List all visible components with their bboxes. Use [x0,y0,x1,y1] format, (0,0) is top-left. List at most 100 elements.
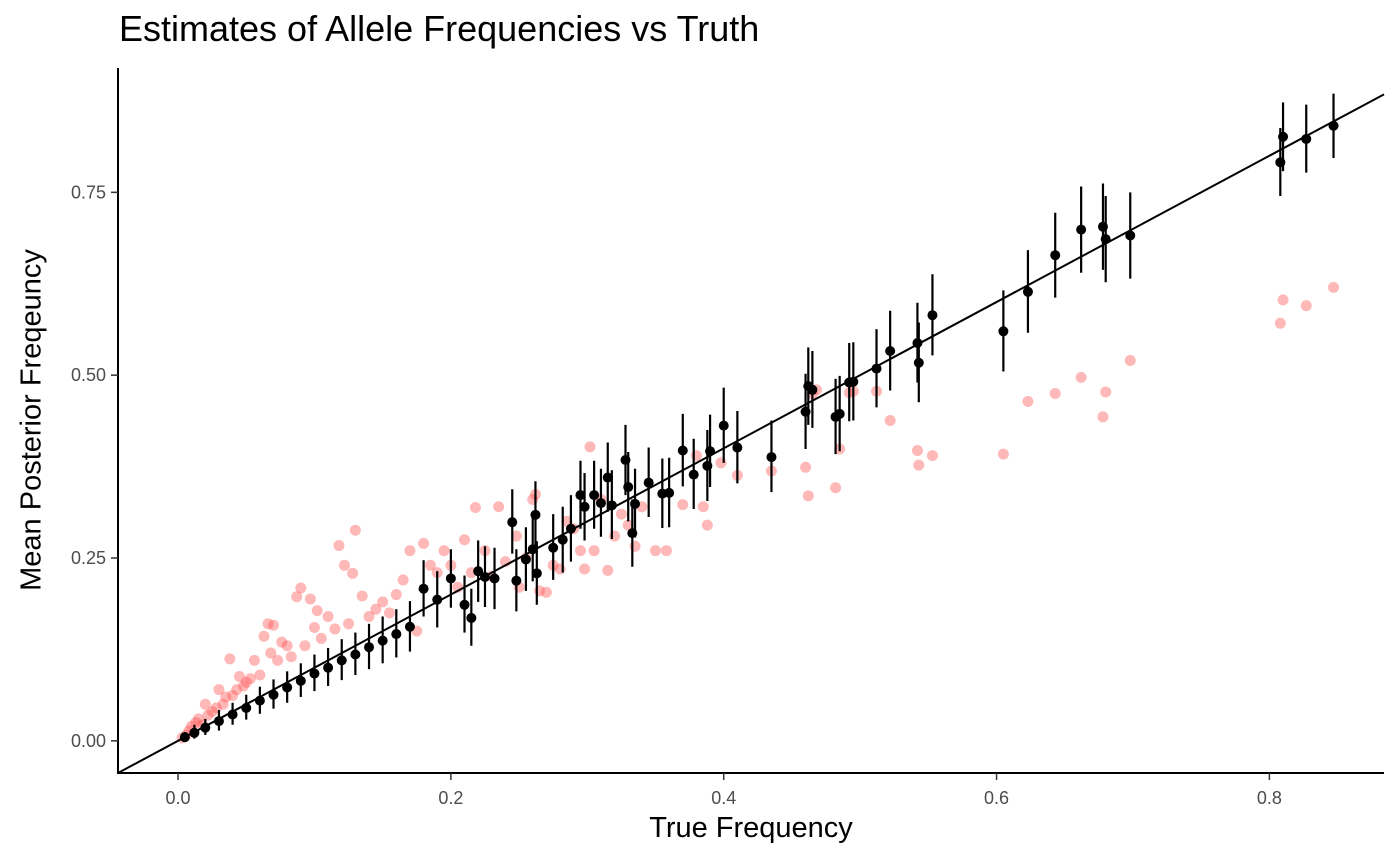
naive-estimate-point [202,709,214,721]
naive-estimate-point [281,640,293,652]
naive-estimate-point [615,508,627,520]
naive-estimate-point [299,640,311,652]
naive-estimate-point [291,591,303,603]
posterior-mean-point [309,668,320,679]
posterior-mean-point [885,346,896,357]
posterior-mean-point [445,573,456,584]
posterior-mean-point [282,682,293,693]
posterior-mean-point [377,635,388,646]
naive-estimate-point [584,441,596,453]
naive-estimate-point [377,596,389,608]
posterior-mean-point [254,695,265,706]
posterior-mean-point [548,542,559,553]
posterior-mean-point [927,310,938,321]
naive-estimate-point [363,610,375,622]
posterior-mean-point [705,446,716,457]
naive-estimate-point [213,684,225,696]
posterior-mean-point [718,420,729,431]
naive-estimate-point [333,540,345,552]
naive-estimate-point [830,482,842,494]
naive-estimate-point [424,559,436,571]
naive-estimate-point [609,530,621,542]
y-tick-label: 0.75 [71,182,106,202]
posterior-mean-point [766,452,777,463]
posterior-mean-point [1278,131,1289,142]
naive-estimate-point [276,636,288,648]
posterior-mean-point [1100,234,1111,245]
x-tick-label: 0.4 [711,788,736,808]
naive-estimate-point [510,530,522,542]
posterior-mean-point [848,376,859,387]
posterior-mean-point [595,498,606,509]
naive-estimate-point [715,457,727,469]
posterior-mean-point [507,517,518,528]
posterior-mean-point [589,490,600,501]
naive-estimate-point [884,415,896,426]
naive-estimate-point [1124,355,1136,367]
naive-estimate-point [493,501,505,513]
naive-estimate-point [588,545,600,557]
posterior-mean-point [834,408,845,419]
naive-estimate-point [1097,411,1109,423]
naive-estimate-point [1277,294,1289,306]
naive-estimate-point [697,501,709,513]
y-axis-label: Mean Posterior Freqeuncy [15,249,48,591]
naive-estimate-point [220,691,232,703]
posterior-mean-point [1097,221,1108,232]
naive-estimate-point [227,689,239,701]
posterior-mean-point [1076,224,1087,235]
naive-estimate-point [660,545,672,557]
naive-estimate-point [311,605,323,617]
naive-estimate-point [231,684,243,696]
naive-estimate-point [1022,395,1034,407]
naive-estimate-point [285,651,297,663]
posterior-mean-point [602,472,613,483]
naive-estimate-point [272,654,284,666]
naive-estimate-point [397,574,409,586]
posterior-mean-point [200,722,211,733]
naive-estimate-point [262,618,274,630]
posterior-mean-point [418,583,429,594]
posterior-mean-point [213,716,224,727]
naive-estimate-point [268,619,280,631]
naive-estimate-point [338,559,350,571]
posterior-mean-point [620,454,631,465]
naive-estimate-point [322,610,334,622]
x-tick-label: 0.8 [1257,788,1282,808]
naive-estimate-point [622,519,634,531]
naive-estimate-point [217,698,229,710]
naive-estimate-point [192,713,204,725]
naive-estimate-point [390,589,402,601]
posterior-mean-point [688,469,699,480]
naive-estimate-point [1049,387,1061,399]
naive-estimate-point [1100,386,1112,398]
naive-estimate-point [238,680,250,692]
posterior-mean-point [391,629,402,640]
posterior-mean-point [1275,157,1286,168]
naive-estimate-points [176,281,1340,744]
naive-estimate-point [248,654,260,666]
posterior-mean-point [627,528,638,539]
naive-estimate-point [677,499,689,511]
posterior-mean-point [702,460,713,471]
posterior-mean-point [575,490,586,501]
posterior-mean-point [511,575,522,586]
naive-estimate-point [308,621,320,633]
naive-estimate-point [244,673,256,685]
posterior-mean-point [531,568,542,579]
posterior-mean-point [912,337,923,348]
x-axis-ticks: 0.0 0.2 0.4 0.6 0.8 [166,773,1282,808]
naive-estimate-point [315,632,327,644]
posterior-mean-point [557,534,568,545]
identity-reference-line [117,93,1385,774]
posterior-mean-point [466,612,477,623]
x-tick-label: 0.2 [438,788,463,808]
naive-estimate-point [701,519,713,531]
posterior-mean-point [677,445,688,456]
naive-estimate-point [579,563,591,575]
naive-estimate-point [690,450,702,462]
naive-estimate-point [540,586,552,598]
x-tick-label: 0.6 [984,788,1009,808]
posterior-mean-point [579,501,590,512]
